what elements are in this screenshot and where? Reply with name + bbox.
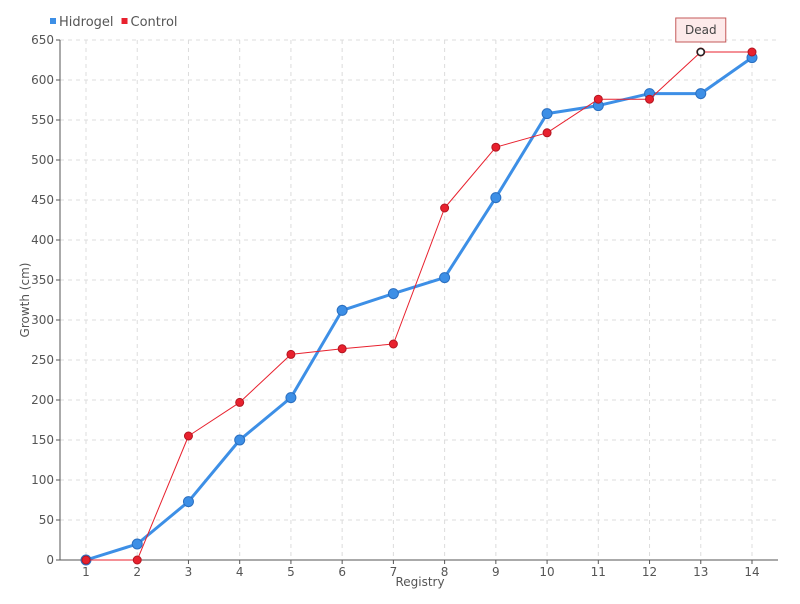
data-point-control xyxy=(235,397,245,407)
x-tick-label: 9 xyxy=(492,565,500,579)
y-tick-label: 250 xyxy=(31,353,54,367)
x-tick-label: 12 xyxy=(642,565,657,579)
annotation-label: Dead xyxy=(685,23,717,37)
y-tick-label: 150 xyxy=(31,433,54,447)
data-point-control xyxy=(645,94,655,104)
x-tick-label: 2 xyxy=(133,565,141,579)
data-point-hidrogel xyxy=(234,434,246,446)
data-point-control xyxy=(132,555,142,565)
series-layer xyxy=(80,47,758,566)
x-tick-label: 6 xyxy=(338,565,346,579)
y-tick-label: 500 xyxy=(31,153,54,167)
data-point-hidrogel xyxy=(387,288,399,300)
data-point-hidrogel xyxy=(182,496,194,508)
y-tick-label: 0 xyxy=(46,553,54,567)
y-tick-label: 300 xyxy=(31,313,54,327)
data-point-hidrogel xyxy=(490,192,502,204)
data-point-control xyxy=(388,339,398,349)
x-tick-label: 7 xyxy=(390,565,398,579)
axes: 0 50 100 150 200 250 300 350 400 450 500 550 600 650 1… xyxy=(31,33,778,579)
data-point-control xyxy=(183,431,193,441)
legend-swatch-control xyxy=(121,18,128,24)
data-point-hidrogel xyxy=(439,272,451,284)
x-tick-label: 1 xyxy=(82,565,90,579)
data-point-control xyxy=(81,555,91,565)
data-point-control xyxy=(491,142,501,152)
x-tick-label: 5 xyxy=(287,565,295,579)
x-tick-label: 14 xyxy=(744,565,759,579)
data-point-control xyxy=(747,47,757,57)
grid xyxy=(60,39,778,560)
x-tick-label: 3 xyxy=(185,565,193,579)
x-tick-label: 13 xyxy=(693,565,708,579)
data-point-hidrogel xyxy=(336,304,348,316)
x-tick-label: 10 xyxy=(539,565,554,579)
y-tick-label: 100 xyxy=(31,473,54,487)
legend-label-hidrogel: Hidrogel xyxy=(59,15,114,30)
y-tick-label: 400 xyxy=(31,233,54,247)
data-point-hidrogel xyxy=(695,88,707,100)
data-point-control xyxy=(440,203,450,213)
data-point-control xyxy=(337,344,347,354)
y-tick-label: 600 xyxy=(31,73,54,87)
x-axis-title: Registry xyxy=(395,575,444,589)
y-tick-label: 650 xyxy=(31,33,54,47)
data-point-hidrogel xyxy=(285,392,297,404)
y-tick-label: 450 xyxy=(31,193,54,207)
data-point-hidrogel xyxy=(541,108,553,120)
annotations: Dead xyxy=(675,17,727,57)
legend-swatch-hidrogel xyxy=(50,18,56,24)
x-tick-label: 4 xyxy=(236,565,244,579)
data-point-hidrogel xyxy=(131,538,143,550)
series-line-control xyxy=(86,51,752,561)
annotation-box xyxy=(675,17,727,43)
data-point-control xyxy=(593,94,603,104)
y-axis-title: Growth (cm) xyxy=(18,263,32,338)
data-point-control xyxy=(542,128,552,138)
y-tick-label: 350 xyxy=(31,273,54,287)
data-point-control xyxy=(286,349,296,359)
y-tick-label: 550 xyxy=(31,113,54,127)
x-tick-label: 8 xyxy=(441,565,449,579)
y-tick-label: 200 xyxy=(31,393,54,407)
legend: Hidrogel Control xyxy=(50,15,178,30)
series-line-hidrogel xyxy=(85,56,753,562)
x-tick-label: 11 xyxy=(591,565,606,579)
legend-label-control: Control xyxy=(131,15,178,30)
y-tick-label: 50 xyxy=(39,513,54,527)
annotation-marker xyxy=(696,47,706,57)
